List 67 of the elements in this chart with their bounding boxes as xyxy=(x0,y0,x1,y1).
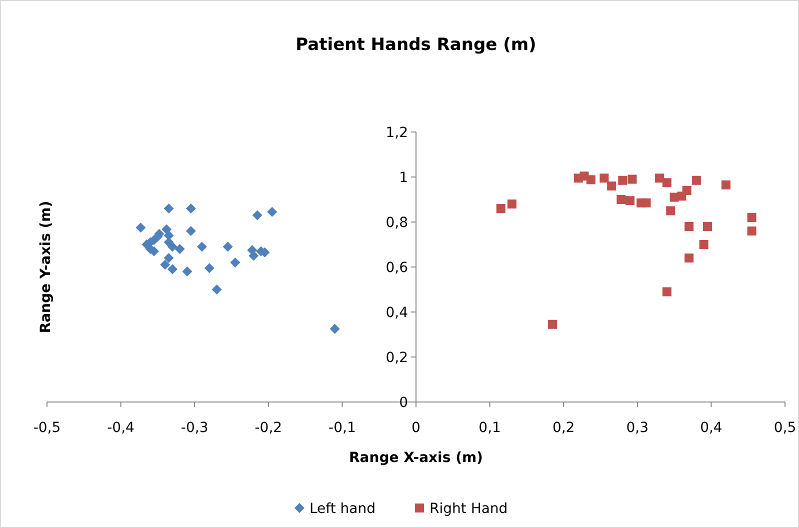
legend-label: Left hand xyxy=(310,501,376,517)
point xyxy=(628,174,637,184)
point xyxy=(167,242,178,252)
x-tick-label: 0,3 xyxy=(626,420,649,436)
point xyxy=(212,284,222,294)
point xyxy=(330,324,340,334)
point xyxy=(167,264,178,274)
x-tick-label: 0,2 xyxy=(552,420,575,436)
legend-label: Right Hand xyxy=(430,501,508,517)
x-tick-label: 0,4 xyxy=(700,420,722,436)
x-tick-label: -0,4 xyxy=(107,420,135,436)
point xyxy=(162,224,172,234)
chart-title: Patient Hands Range (m) xyxy=(296,35,536,55)
point xyxy=(496,204,506,213)
point xyxy=(136,222,146,233)
point xyxy=(248,250,259,261)
point xyxy=(507,200,516,208)
point xyxy=(618,176,628,185)
y-tick-label: 0 xyxy=(399,395,408,411)
point xyxy=(747,226,756,236)
point xyxy=(164,253,174,263)
point xyxy=(252,210,262,220)
point xyxy=(682,186,692,195)
point xyxy=(607,182,616,190)
point xyxy=(626,196,635,206)
point xyxy=(721,180,730,190)
y-tick-label: 0,2 xyxy=(386,350,408,366)
point xyxy=(655,174,664,183)
point xyxy=(662,178,672,188)
x-tick-label: 0,5 xyxy=(774,420,796,436)
point xyxy=(186,204,196,214)
point xyxy=(182,266,192,276)
x-axis-title: Range X-axis (m) xyxy=(349,450,483,466)
point xyxy=(692,176,701,185)
x-tick-label: -0,1 xyxy=(328,420,356,436)
point xyxy=(642,198,651,208)
point xyxy=(196,242,207,252)
point xyxy=(164,204,174,214)
point xyxy=(548,320,558,329)
point xyxy=(684,254,694,262)
point xyxy=(699,240,708,249)
point xyxy=(666,206,676,216)
y-tick-label: 0,4 xyxy=(386,305,408,321)
point xyxy=(747,213,756,222)
x-tick-label: -0,5 xyxy=(33,420,61,436)
y-tick-label: 0,8 xyxy=(386,215,408,231)
x-tick-label: -0,3 xyxy=(180,420,208,436)
y-tick-label: 1 xyxy=(399,170,408,186)
y-tick-label: 1,2 xyxy=(386,125,408,141)
x-tick-label: 0 xyxy=(412,420,420,436)
point xyxy=(600,174,609,183)
point xyxy=(222,242,233,252)
point xyxy=(684,222,694,231)
y-axis-title: Range Y-axis (m) xyxy=(38,200,54,334)
x-tick-label: 0,1 xyxy=(478,420,501,436)
point xyxy=(662,287,672,296)
point xyxy=(703,222,712,231)
point xyxy=(230,258,240,268)
point xyxy=(616,195,626,204)
x-tick-label: -0,2 xyxy=(254,420,282,436)
point xyxy=(267,206,278,217)
y-tick-label: 0,6 xyxy=(386,260,408,276)
point xyxy=(186,226,196,236)
point xyxy=(160,260,170,270)
point xyxy=(586,175,596,184)
point xyxy=(174,244,185,254)
point xyxy=(204,263,214,274)
